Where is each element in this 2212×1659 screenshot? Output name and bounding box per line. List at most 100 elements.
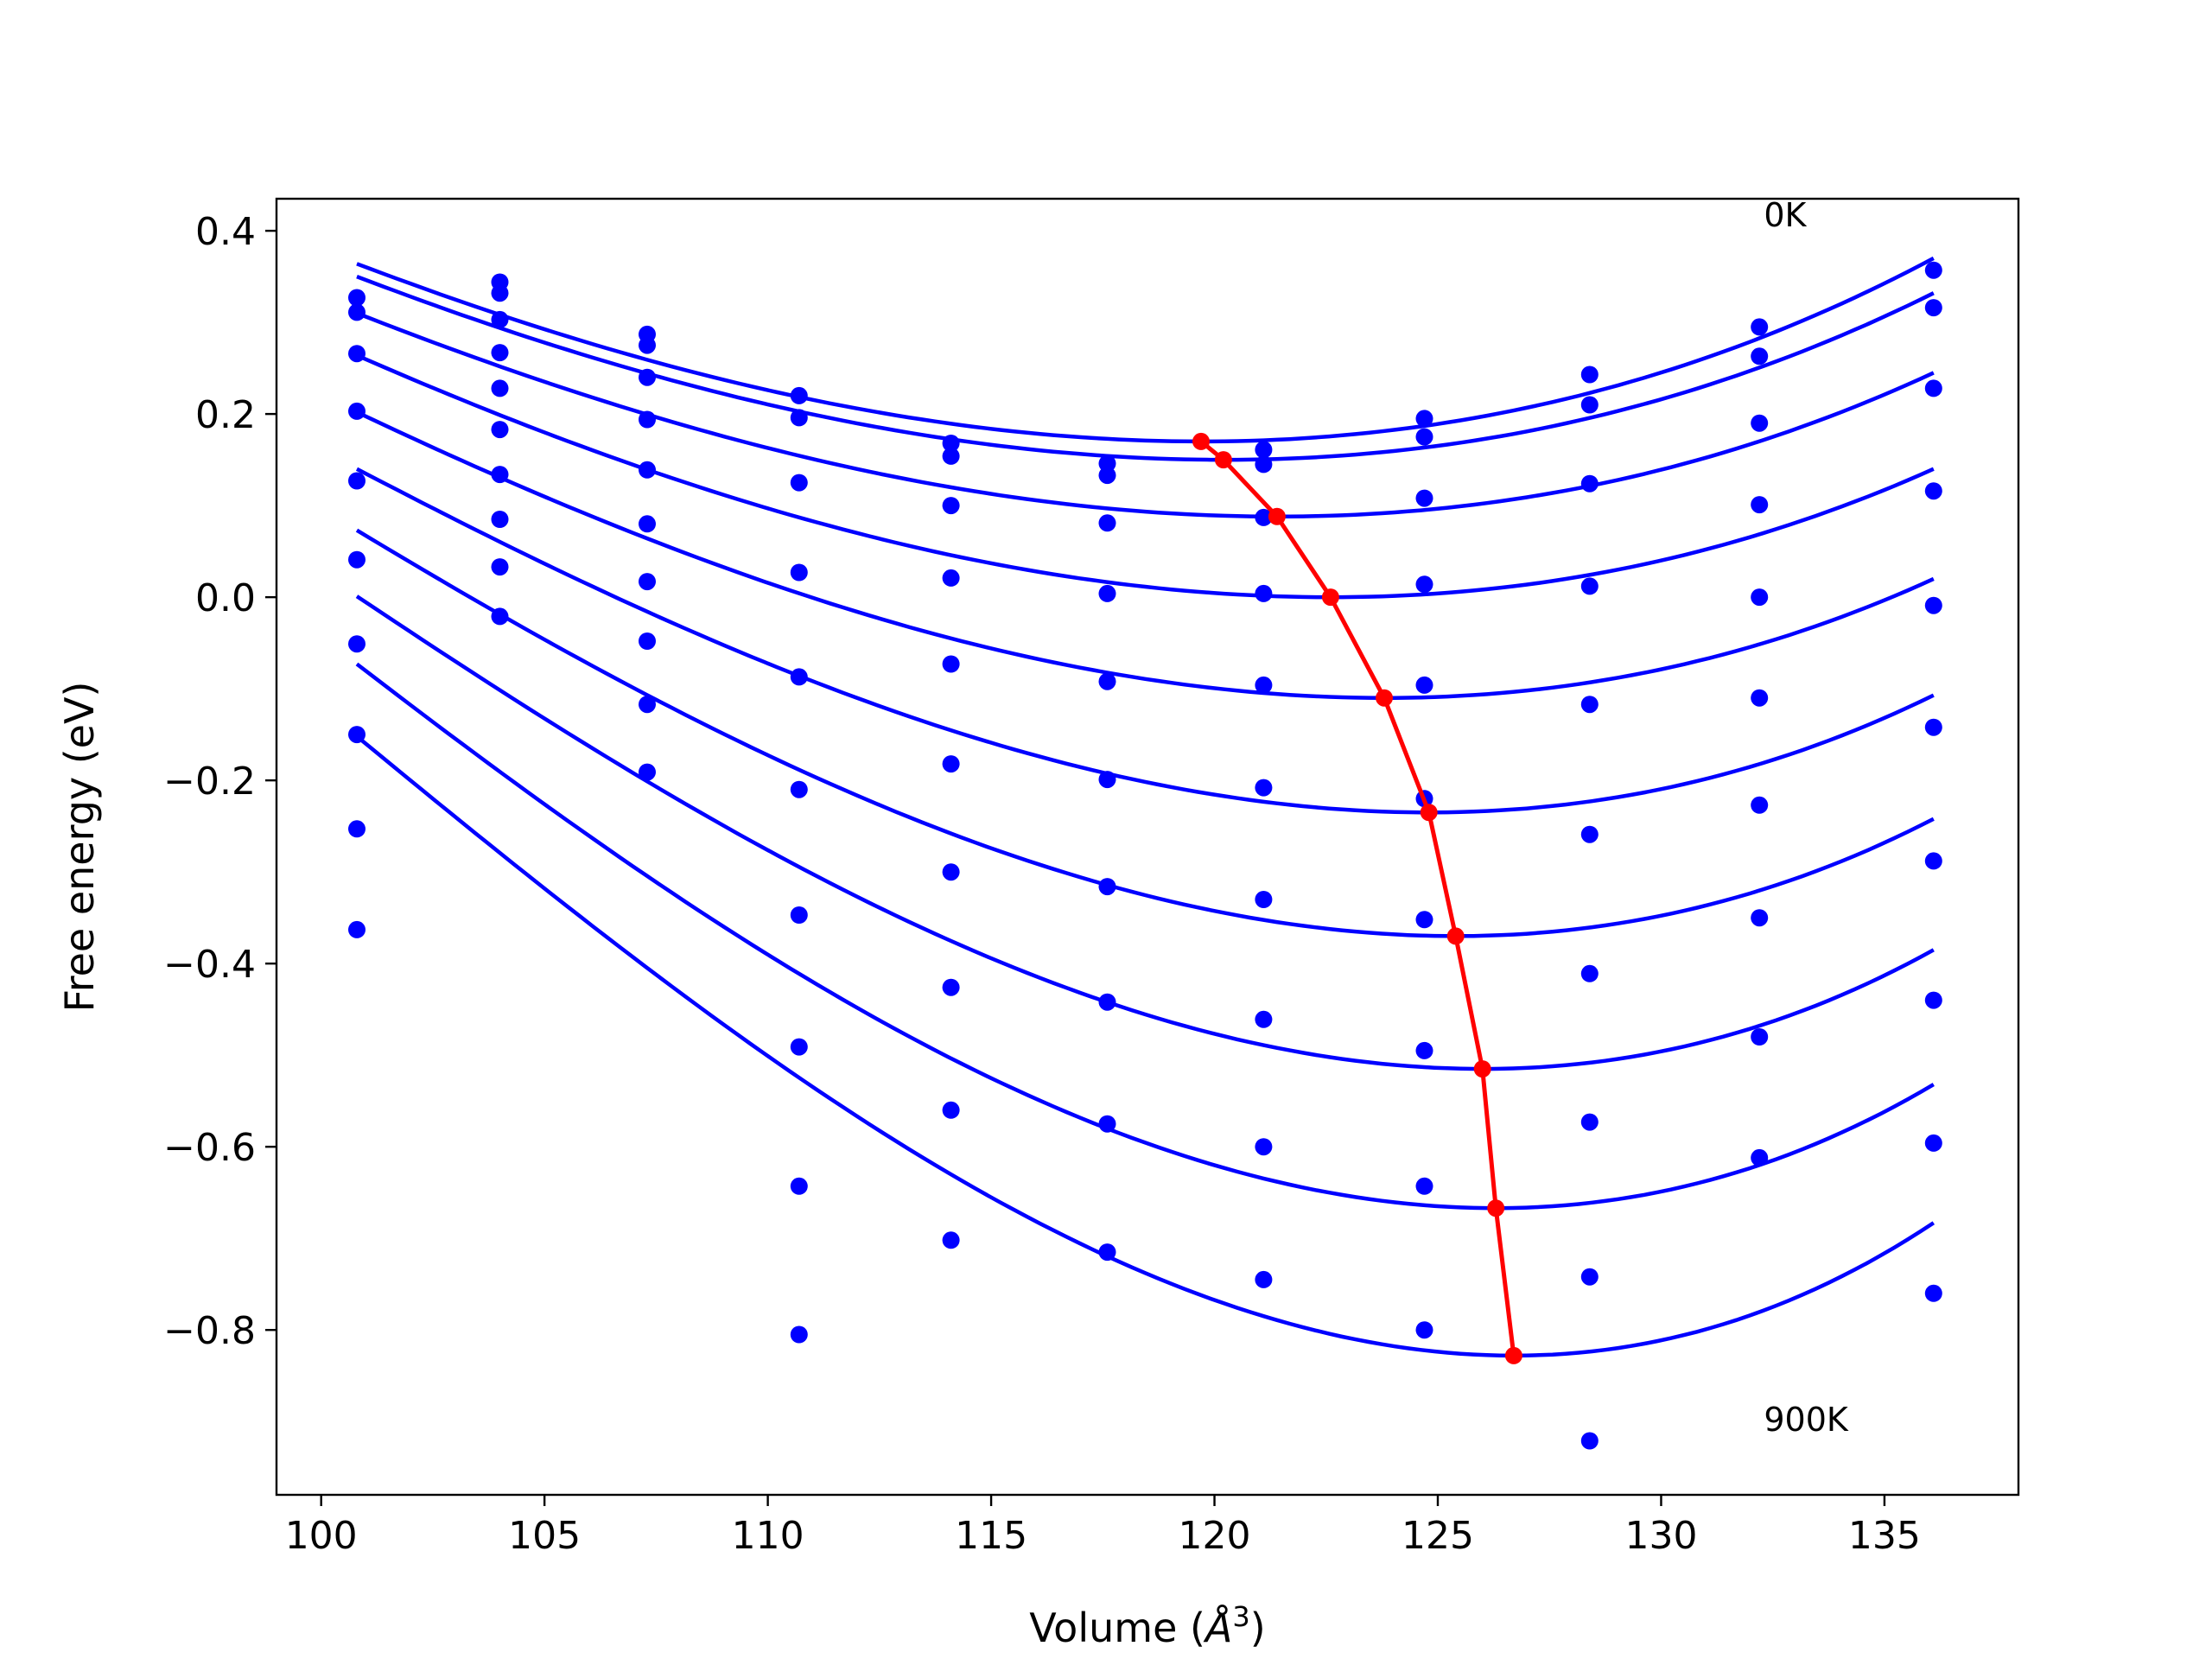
- y-axis-label: Free energy (eV): [56, 682, 103, 1013]
- data-point: [1580, 1113, 1599, 1131]
- data-point: [348, 289, 365, 307]
- data-point: [790, 1325, 808, 1344]
- minimum-point: [1487, 1199, 1505, 1217]
- data-point: [942, 569, 960, 587]
- data-point: [1255, 1138, 1273, 1156]
- data-point: [491, 558, 509, 576]
- data-point: [1924, 1284, 1942, 1302]
- data-point: [1098, 514, 1116, 532]
- minimum-point: [1268, 507, 1286, 525]
- data-point: [1415, 575, 1433, 594]
- fit-curve-0: [356, 256, 1935, 444]
- data-point: [790, 386, 808, 404]
- data-point: [1415, 1177, 1433, 1195]
- data-point: [1580, 696, 1599, 714]
- data-point: [1098, 993, 1116, 1011]
- minimum-point: [1214, 451, 1232, 469]
- minimum-point: [1446, 927, 1465, 945]
- y-tick-label: 0.4: [195, 210, 256, 254]
- y-tick-label: −0.8: [163, 1309, 256, 1353]
- data-point: [790, 906, 808, 924]
- data-point: [1751, 796, 1769, 814]
- y-tick-label: −0.2: [163, 760, 256, 804]
- data-point: [942, 447, 960, 465]
- data-point: [1924, 852, 1942, 870]
- data-point: [348, 345, 365, 363]
- data-point: [942, 978, 960, 996]
- data-point: [790, 563, 808, 582]
- data-point: [942, 863, 960, 881]
- fit-curve-7: [355, 594, 1935, 1071]
- data-point: [491, 344, 509, 362]
- x-tick-label: 125: [1402, 1514, 1474, 1558]
- data-point: [639, 336, 656, 354]
- minimum-point: [1321, 588, 1339, 607]
- data-point: [1098, 454, 1116, 473]
- data-point: [1255, 1010, 1273, 1028]
- x-tick-label: 130: [1624, 1514, 1697, 1558]
- data-point: [1098, 1243, 1116, 1262]
- data-point: [639, 632, 656, 650]
- data-point: [1415, 911, 1433, 929]
- y-tick-label: 0.0: [195, 576, 256, 620]
- fit-curves: [355, 256, 1936, 1358]
- data-point: [1580, 396, 1599, 414]
- data-point: [942, 497, 960, 515]
- data-point: [348, 820, 365, 838]
- minimum-point: [1504, 1346, 1522, 1364]
- data-point: [790, 1177, 808, 1195]
- data-point: [942, 755, 960, 773]
- data-point: [1580, 1432, 1599, 1450]
- x-axis-label: Volume (Å3): [1029, 1600, 1265, 1651]
- data-point: [491, 607, 509, 626]
- data-point: [1415, 410, 1433, 428]
- data-point: [1751, 414, 1769, 432]
- x-tick-label: 115: [955, 1514, 1027, 1558]
- x-tick-label: 120: [1179, 1514, 1251, 1558]
- data-point: [1415, 1041, 1433, 1059]
- minimum-path-line: [1199, 439, 1516, 1357]
- data-point: [1751, 1148, 1769, 1166]
- plot-frame: [275, 197, 2020, 1497]
- data-point: [1415, 489, 1433, 507]
- x-tick-label: 110: [732, 1514, 804, 1558]
- data-point: [348, 635, 365, 653]
- data-point: [1751, 588, 1769, 607]
- data-point: [790, 668, 808, 686]
- data-point: [942, 1101, 960, 1119]
- data-point: [1255, 455, 1273, 474]
- data-point: [790, 1038, 808, 1056]
- data-point: [942, 655, 960, 673]
- x-axis-ticks: 100 105 110 115 120 125 130 135: [285, 1495, 1921, 1558]
- data-point: [1580, 474, 1599, 493]
- data-point: [1924, 379, 1942, 397]
- x-tick-label: 105: [508, 1514, 581, 1558]
- fit-curve-8: [355, 662, 1935, 1211]
- data-point: [639, 573, 656, 591]
- fit-curve-9: [355, 734, 1936, 1358]
- data-point: [348, 550, 365, 569]
- data-point: [1924, 991, 1942, 1009]
- data-point: [1924, 718, 1942, 736]
- data-point: [1580, 964, 1599, 982]
- data-point: [491, 379, 509, 397]
- data-point: [491, 421, 509, 439]
- data-point: [1580, 577, 1599, 595]
- minimum-path: [1192, 432, 1522, 1364]
- data-point: [1751, 909, 1769, 927]
- minimum-point: [1192, 432, 1210, 450]
- data-point: [942, 1231, 960, 1249]
- fit-curve-5: [355, 467, 1935, 815]
- data-point: [491, 284, 509, 302]
- data-point: [639, 368, 656, 386]
- data-point: [1924, 261, 1942, 279]
- data-point: [1751, 347, 1769, 365]
- annotation-label: 0K: [1764, 196, 1807, 234]
- data-point: [1924, 299, 1942, 317]
- fit-curve-1: [356, 274, 1935, 462]
- fit-curve-6: [355, 528, 1935, 938]
- data-point: [1098, 584, 1116, 602]
- data-point: [790, 780, 808, 798]
- data-point: [1751, 689, 1769, 707]
